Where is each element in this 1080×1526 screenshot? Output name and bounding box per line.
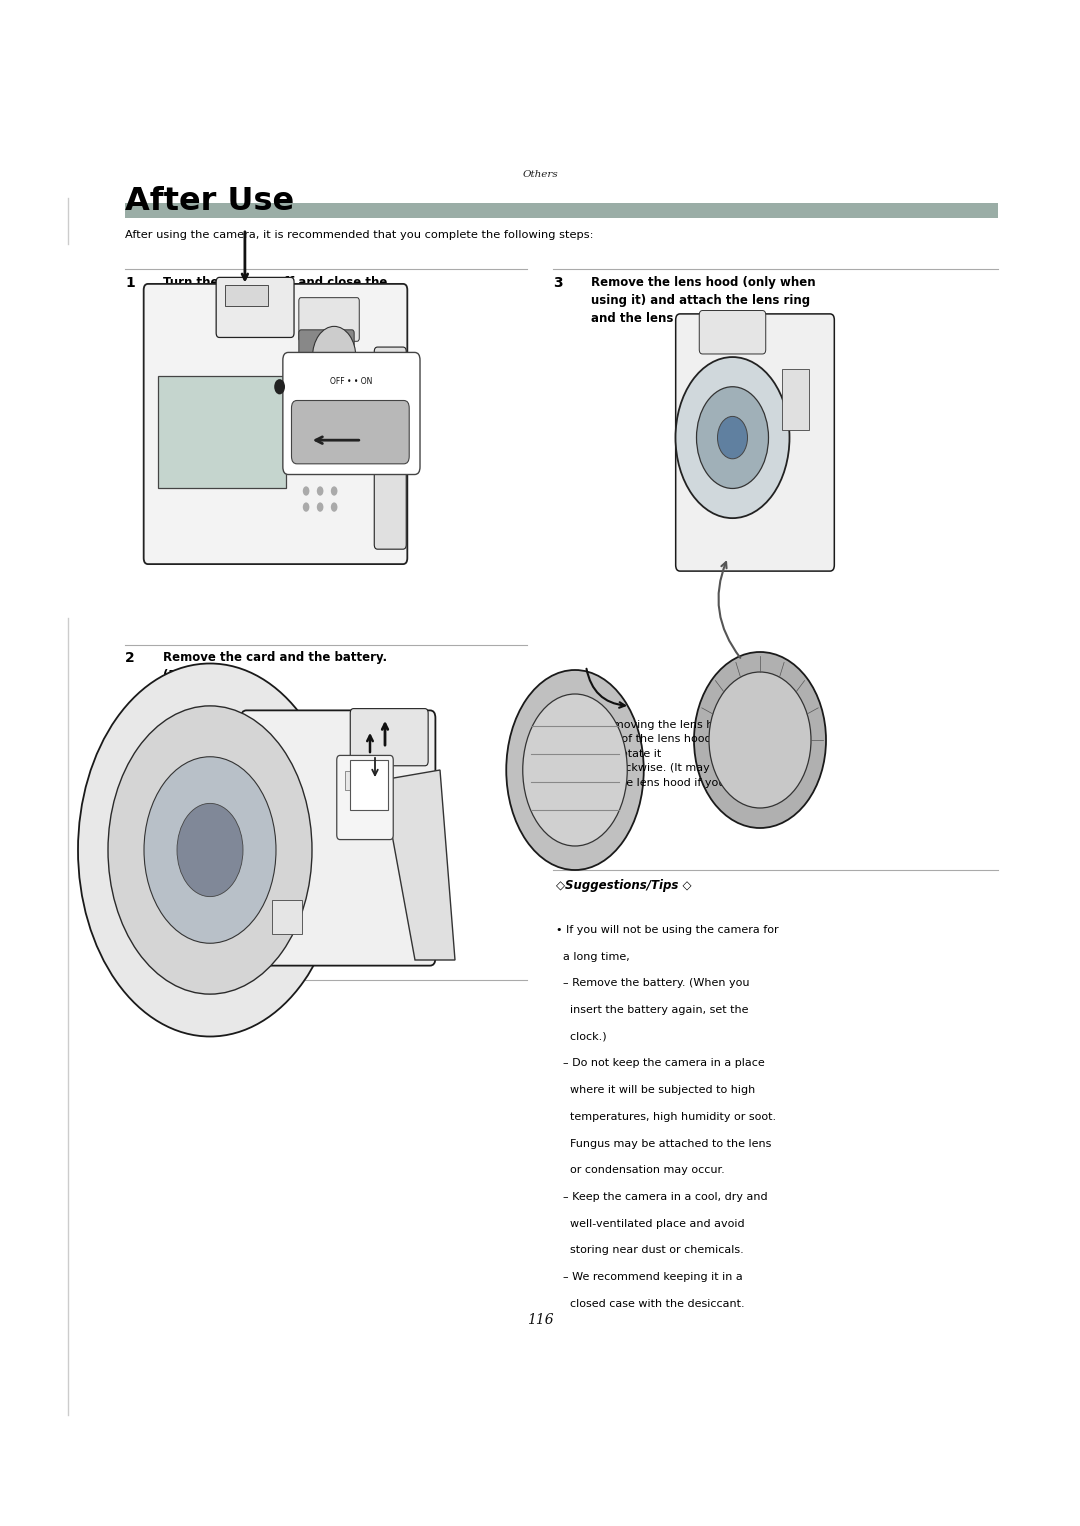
Circle shape — [316, 502, 323, 511]
FancyBboxPatch shape — [292, 400, 409, 464]
FancyBboxPatch shape — [299, 298, 360, 342]
Text: • If you will not be using the camera for: • If you will not be using the camera fo… — [556, 925, 779, 935]
Text: 2: 2 — [125, 652, 135, 665]
FancyBboxPatch shape — [676, 314, 835, 571]
Circle shape — [302, 487, 309, 496]
Circle shape — [177, 803, 243, 897]
Bar — [303, 378, 315, 389]
Text: Fungus may be attached to the lens: Fungus may be attached to the lens — [556, 1138, 771, 1149]
Bar — [782, 369, 809, 430]
Text: OFF • • ON: OFF • • ON — [330, 377, 373, 386]
Text: Others: Others — [522, 169, 558, 179]
Bar — [339, 378, 351, 389]
Circle shape — [274, 378, 285, 394]
Bar — [158, 375, 286, 488]
Text: After Use: After Use — [125, 186, 294, 217]
Bar — [322, 378, 333, 389]
Text: or condensation may occur.: or condensation may occur. — [556, 1166, 725, 1175]
Bar — [345, 771, 384, 790]
Text: insert the battery again, set the: insert the battery again, set the — [556, 1006, 748, 1015]
FancyBboxPatch shape — [241, 711, 435, 966]
FancyBboxPatch shape — [337, 755, 393, 839]
FancyBboxPatch shape — [350, 708, 428, 766]
Text: temperatures, high humidity or soot.: temperatures, high humidity or soot. — [556, 1112, 777, 1122]
Text: – Keep the camera in a cool, dry and: – Keep the camera in a cool, dry and — [556, 1192, 768, 1202]
Ellipse shape — [694, 652, 826, 829]
Circle shape — [315, 410, 353, 464]
Circle shape — [78, 664, 342, 1036]
FancyBboxPatch shape — [216, 278, 294, 337]
Text: well-ventilated place and avoid: well-ventilated place and avoid — [556, 1219, 745, 1228]
Polygon shape — [382, 771, 455, 960]
Text: where it will be subjected to high: where it will be subjected to high — [556, 1085, 755, 1096]
Text: – We recommend keeping it in a: – We recommend keeping it in a — [556, 1273, 743, 1282]
Bar — [272, 900, 302, 934]
Text: – Do not keep the camera in a place: – Do not keep the camera in a place — [556, 1059, 765, 1068]
Circle shape — [326, 427, 341, 449]
FancyBboxPatch shape — [699, 310, 766, 354]
FancyBboxPatch shape — [375, 346, 406, 549]
Text: clock.): clock.) — [556, 1032, 607, 1042]
Text: – Remove the battery. (When you: – Remove the battery. (When you — [556, 978, 750, 989]
Circle shape — [108, 707, 312, 993]
Circle shape — [302, 502, 309, 511]
Circle shape — [675, 357, 789, 519]
Text: After using the camera, it is recommended that you complete the following steps:: After using the camera, it is recommende… — [125, 230, 593, 241]
Text: storing near dust or chemicals.: storing near dust or chemicals. — [556, 1245, 744, 1256]
Text: • When removing the lens hood, hold
  the whole of the lens hood gently
  and th: • When removing the lens hood, hold the … — [556, 720, 766, 803]
Circle shape — [144, 757, 276, 943]
Text: ◇Suggestions/Tips ◇: ◇Suggestions/Tips ◇ — [556, 879, 691, 893]
Ellipse shape — [523, 694, 627, 845]
Circle shape — [312, 327, 355, 388]
Text: a long time,: a long time, — [556, 952, 630, 961]
Bar — [350, 760, 388, 810]
FancyBboxPatch shape — [144, 284, 407, 565]
Ellipse shape — [708, 671, 811, 807]
Ellipse shape — [507, 670, 644, 870]
Text: Turn the camera off and close the
flash.: Turn the camera off and close the flash. — [163, 276, 387, 307]
Text: 116: 116 — [527, 1312, 553, 1328]
Text: closed case with the desiccant.: closed case with the desiccant. — [556, 1299, 745, 1309]
FancyBboxPatch shape — [283, 353, 420, 475]
Circle shape — [330, 502, 337, 511]
Bar — [125, 203, 998, 218]
Bar — [225, 285, 268, 307]
Text: 3: 3 — [553, 276, 563, 290]
Circle shape — [330, 487, 337, 496]
FancyBboxPatch shape — [299, 330, 354, 368]
Text: Remove the lens hood (only when
using it) and attach the lens ring
and the lens : Remove the lens hood (only when using it… — [591, 276, 815, 325]
Circle shape — [717, 417, 747, 459]
Circle shape — [697, 386, 769, 488]
Text: Remove the card and the battery.
(P13, 17): Remove the card and the battery. (P13, 1… — [163, 652, 387, 682]
Text: 1: 1 — [125, 276, 135, 290]
Circle shape — [316, 487, 323, 496]
